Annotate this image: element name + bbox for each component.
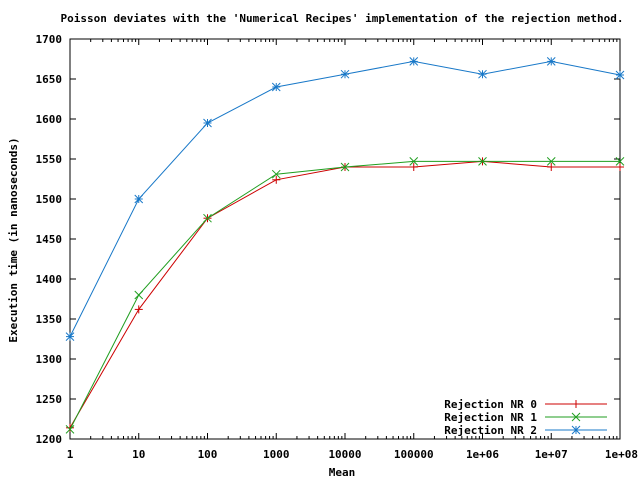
chart-title: Poisson deviates with the 'Numerical Rec… (61, 12, 624, 25)
y-tick-label: 1200 (36, 433, 63, 446)
data-point-d2 (409, 57, 419, 66)
series-line (69, 60, 621, 337)
data-point-d2 (203, 118, 212, 128)
series-line (69, 160, 620, 430)
x-tick-label: 10 (132, 448, 145, 461)
data-point-d2 (409, 157, 419, 166)
y-tick-label: 1700 (36, 33, 63, 46)
y-tick-label: 1550 (36, 153, 63, 166)
y-tick-label: 1300 (36, 353, 63, 366)
y-tick-label: 1400 (36, 273, 63, 286)
data-point-d2 (134, 290, 144, 300)
x-tick-label: 100000 (394, 448, 434, 461)
legend-label: Rejection NR 1 (444, 411, 537, 424)
data-point-d2 (546, 157, 556, 166)
data-point-d2 (203, 213, 212, 223)
data-point-d2 (340, 69, 350, 79)
data-point-d2 (65, 332, 75, 341)
data-point-d2 (478, 69, 487, 79)
data-point-d2 (571, 425, 581, 435)
y-tick-label: 1350 (36, 313, 63, 326)
data-point-d2 (134, 194, 144, 204)
y-tick-label: 1450 (36, 233, 63, 246)
x-tick-label: 1e+06 (466, 448, 499, 461)
y-tick-label: 1250 (36, 393, 63, 406)
legend-label: Rejection NR 0 (444, 398, 537, 411)
series-2 (65, 57, 625, 341)
data-point-d2 (478, 157, 487, 166)
data-point-d2 (546, 57, 556, 66)
data-point-d2 (65, 425, 75, 434)
data-point-d2 (271, 169, 281, 179)
data-point-d2 (615, 157, 625, 166)
axis-ticks: 1200 1250 1300 1350 1400 1450 1500 1550 1600 1650… (36, 33, 639, 461)
x-tick-label: 1e+08 (605, 448, 638, 461)
y-axis-label: Execution time (in nanoseconds) (7, 137, 20, 342)
plot-frame (69, 38, 621, 440)
y-tick-label: 1650 (36, 73, 63, 86)
data-point-d2 (615, 70, 625, 80)
x-tick-label: 1000 (263, 448, 290, 461)
x-tick-label: 100 (198, 448, 218, 461)
series-layer (65, 57, 625, 434)
x-axis-label: Mean (329, 466, 356, 479)
y-tick-label: 1600 (36, 113, 63, 126)
series-0 (66, 157, 624, 432)
x-tick-label: 1e+07 (535, 448, 568, 461)
series-line (69, 160, 620, 429)
data-point-d2 (340, 162, 350, 172)
legend-label: Rejection NR 2 (444, 424, 537, 437)
x-tick-label: 10000 (328, 448, 361, 461)
x-tick-label: 1 (67, 448, 74, 461)
data-point-d2 (271, 82, 281, 92)
data-point-d2 (571, 412, 581, 422)
y-tick-label: 1500 (36, 193, 63, 206)
series-1 (65, 157, 625, 434)
